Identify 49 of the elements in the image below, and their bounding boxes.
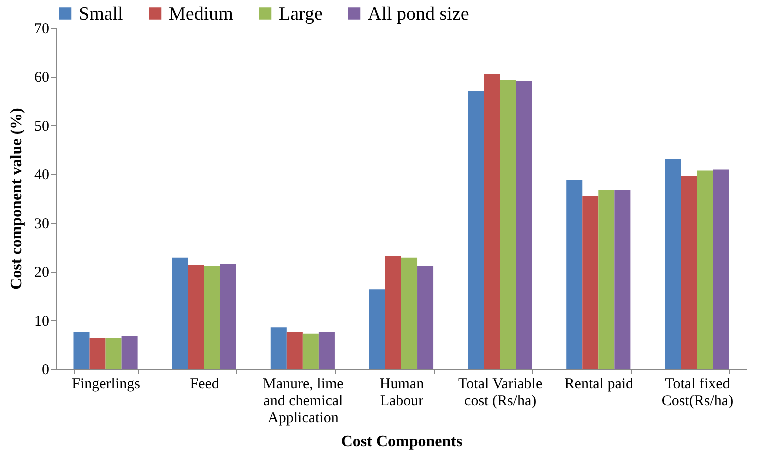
bar bbox=[697, 170, 714, 369]
x-tick-label: Manure, lime and chemical Application bbox=[263, 376, 344, 426]
y-tick-label: 10 bbox=[34, 314, 50, 330]
bar bbox=[90, 338, 106, 369]
legend-label: All pond size bbox=[368, 4, 470, 25]
y-tick-label: 40 bbox=[34, 168, 50, 184]
y-axis-title: Cost component value (%) bbox=[8, 108, 26, 290]
x-tick-label: Total Variable cost (Rs/ha) bbox=[458, 376, 543, 410]
bar bbox=[665, 159, 682, 369]
bar bbox=[582, 196, 599, 369]
bar bbox=[369, 290, 386, 369]
bar bbox=[74, 332, 90, 369]
bar bbox=[172, 258, 188, 369]
bar bbox=[385, 256, 402, 369]
y-tick-label: 20 bbox=[34, 265, 50, 282]
x-tick-label: Rental paid bbox=[564, 376, 634, 392]
y-tick-label: 60 bbox=[34, 70, 50, 86]
y-tick-label: 50 bbox=[34, 118, 50, 135]
bar bbox=[204, 266, 220, 369]
y-tick-label: 0 bbox=[42, 362, 50, 378]
bar bbox=[500, 80, 516, 369]
bar bbox=[681, 176, 698, 369]
bar bbox=[188, 265, 204, 369]
x-tick-label: Total fixed Cost(Rs/ha) bbox=[662, 376, 734, 410]
bar bbox=[122, 336, 138, 369]
bar bbox=[614, 190, 631, 369]
bar bbox=[566, 180, 583, 369]
bar bbox=[418, 266, 434, 369]
bar bbox=[484, 74, 500, 369]
bar bbox=[713, 170, 730, 369]
bar bbox=[598, 190, 615, 369]
bar bbox=[516, 81, 532, 369]
y-tick-label: 30 bbox=[34, 216, 50, 232]
legend-label: Small bbox=[79, 4, 124, 25]
bar bbox=[302, 334, 319, 369]
legend-label: Large bbox=[279, 4, 323, 25]
bar bbox=[402, 258, 418, 369]
x-tick-label: Human Labour bbox=[380, 376, 425, 410]
bar bbox=[286, 332, 303, 369]
bar bbox=[318, 332, 335, 369]
y-tick-label: 70 bbox=[34, 22, 50, 38]
x-axis-title: Cost Components bbox=[341, 434, 463, 450]
bar bbox=[220, 264, 236, 369]
bar bbox=[106, 338, 122, 369]
x-tick-label: Fingerlings bbox=[72, 376, 141, 392]
bar bbox=[468, 91, 484, 369]
x-tick-label: Feed bbox=[190, 376, 220, 392]
legend-label: Medium bbox=[169, 4, 234, 25]
bar bbox=[270, 328, 287, 369]
